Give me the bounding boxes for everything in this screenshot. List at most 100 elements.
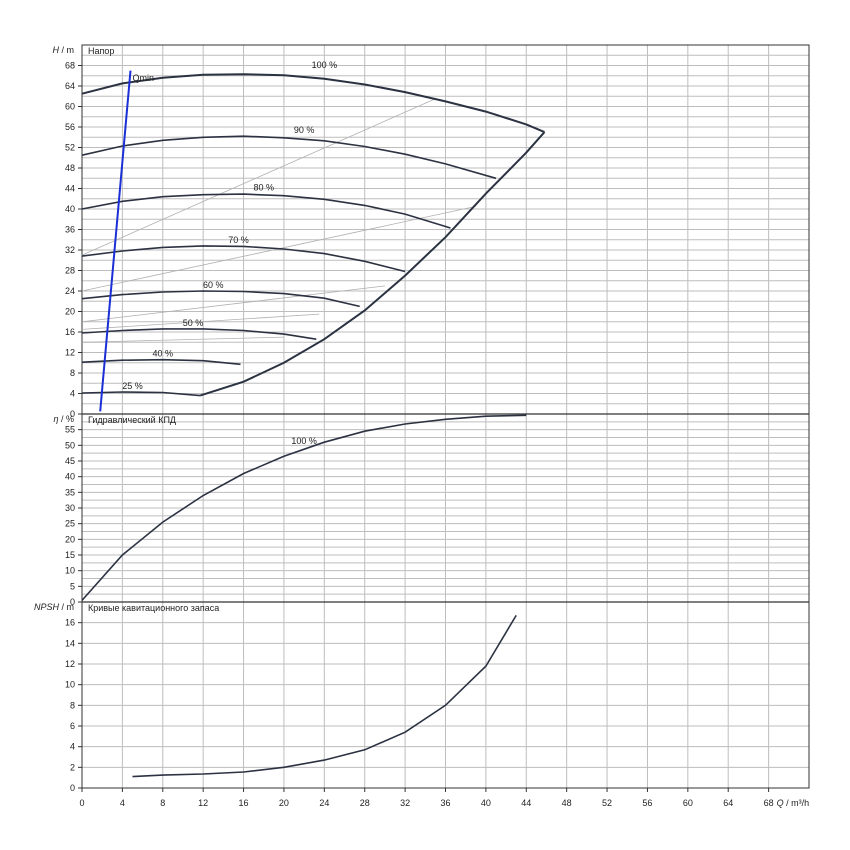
x-tick-label: 12	[198, 798, 208, 808]
series-label-head: 25 %	[122, 381, 143, 391]
qmin-line	[99, 70, 132, 412]
y-tick-label-efficiency: 5	[70, 581, 75, 591]
y-tick-label-npsh: 10	[65, 680, 75, 690]
y-tick-label-head: 12	[65, 348, 75, 358]
max-speed-envelope-curve	[199, 131, 546, 397]
x-tick-label: 44	[521, 798, 531, 808]
series-line-efficiency	[81, 414, 527, 601]
y-tick-label-npsh: 16	[65, 618, 75, 628]
x-axis-symbol: Q	[777, 798, 784, 808]
y-axis-label-efficiency: η / %	[53, 414, 74, 424]
curve-layer	[81, 70, 546, 778]
x-tick-label: 20	[279, 798, 289, 808]
panel-title-npsh: Кривые кавитационного запаса	[88, 603, 219, 613]
x-tick-label: 68	[764, 798, 774, 808]
series-line-head	[81, 290, 360, 308]
y-axis-unit: / m	[59, 602, 74, 612]
panel-title-head: Напор	[88, 46, 114, 56]
x-tick-label: 4	[120, 798, 125, 808]
x-tick-label: 52	[602, 798, 612, 808]
y-tick-label-npsh: 8	[70, 700, 75, 710]
series-line-head	[81, 73, 545, 134]
series-line-head	[81, 135, 497, 180]
series-line-head	[81, 358, 241, 366]
y-tick-label-efficiency: 45	[65, 456, 75, 466]
x-tick-label: 28	[360, 798, 370, 808]
y-axis-unit: / m	[59, 45, 74, 55]
series-label-head: 70 %	[228, 235, 249, 245]
y-tick-label-npsh: 4	[70, 742, 75, 752]
y-tick-label-head: 20	[65, 307, 75, 317]
y-tick-label-head: 56	[65, 122, 75, 132]
series-line-head	[81, 193, 451, 229]
efficiency-guide-line	[81, 98, 436, 256]
y-tick-label-npsh: 12	[65, 659, 75, 669]
y-tick-label-head: 60	[65, 102, 75, 112]
panel-title-efficiency: Гидравлический КПД	[88, 415, 176, 425]
series-label-head: 50 %	[183, 318, 204, 328]
y-tick-label-head: 28	[65, 266, 75, 276]
x-tick-label: 60	[683, 798, 693, 808]
x-tick-label: 24	[319, 798, 329, 808]
y-tick-label-efficiency: 30	[65, 503, 75, 513]
y-tick-label-npsh: 2	[70, 762, 75, 772]
x-tick-label: 32	[400, 798, 410, 808]
x-tick-label: 36	[440, 798, 450, 808]
y-tick-label-head: 64	[65, 81, 75, 91]
y-tick-label-head: 0	[70, 409, 75, 419]
series-label-head: 40 %	[153, 349, 174, 359]
series-line-head	[81, 328, 317, 340]
y-tick-label-npsh: 0	[70, 783, 75, 793]
y-tick-label-head: 16	[65, 327, 75, 337]
series-label-head: 80 %	[253, 183, 274, 193]
y-tick-label-head: 4	[70, 389, 75, 399]
y-tick-label-efficiency: 55	[65, 425, 75, 435]
y-tick-label-efficiency: 15	[65, 550, 75, 560]
y-tick-label-efficiency: 10	[65, 566, 75, 576]
x-tick-label: 8	[160, 798, 165, 808]
series-label-head: 90 %	[294, 125, 315, 135]
efficiency-guide-line	[81, 313, 320, 330]
y-tick-label-head: 8	[70, 368, 75, 378]
y-tick-label-efficiency: 35	[65, 487, 75, 497]
efficiency-guide-line	[81, 336, 284, 343]
y-tick-label-efficiency: 50	[65, 440, 75, 450]
y-tick-label-efficiency: 0	[70, 597, 75, 607]
series-line-head	[81, 245, 406, 273]
x-tick-label: 16	[239, 798, 249, 808]
y-tick-label-head: 52	[65, 143, 75, 153]
y-tick-label-head: 48	[65, 163, 75, 173]
x-axis-unit: / m³/h	[784, 798, 810, 808]
y-tick-label-npsh: 14	[65, 638, 75, 648]
series-label-efficiency: 100 %	[291, 436, 317, 446]
y-tick-label-head: 40	[65, 204, 75, 214]
x-tick-label: 48	[562, 798, 572, 808]
y-tick-label-efficiency: 20	[65, 534, 75, 544]
y-axis-unit: / %	[58, 414, 74, 424]
y-tick-label-npsh: 6	[70, 721, 75, 731]
x-tick-label: 0	[79, 798, 84, 808]
x-tick-label: 40	[481, 798, 491, 808]
series-line-npsh	[132, 614, 517, 778]
qmin-label: Qmin	[132, 73, 154, 83]
y-axis-symbol: η	[53, 414, 58, 424]
y-tick-label-head: 24	[65, 286, 75, 296]
y-tick-label-head: 68	[65, 61, 75, 71]
y-tick-label-efficiency: 40	[65, 472, 75, 482]
efficiency-guide-line	[81, 285, 385, 323]
y-tick-label-efficiency: 25	[65, 519, 75, 529]
y-tick-label-head: 44	[65, 184, 75, 194]
y-axis-label-npsh: NPSH / m	[34, 602, 74, 612]
y-axis-symbol: H	[53, 45, 60, 55]
y-axis-label-head: H / m	[53, 45, 75, 55]
x-tick-label: 64	[723, 798, 733, 808]
series-label-head: 60 %	[203, 280, 224, 290]
aux-layer	[81, 98, 476, 343]
y-tick-label-head: 36	[65, 225, 75, 235]
y-axis-symbol: NPSH	[34, 602, 60, 612]
x-axis-label: Q / m³/h	[777, 798, 810, 808]
y-tick-label-head: 32	[65, 245, 75, 255]
frame-layer	[78, 44, 810, 792]
